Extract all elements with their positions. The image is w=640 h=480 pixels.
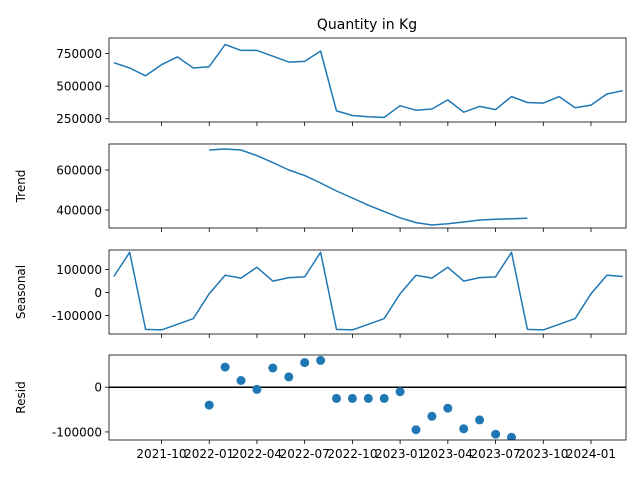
data-point	[459, 424, 469, 434]
data-point	[395, 387, 405, 397]
series-line	[113, 43, 623, 119]
data-point	[411, 425, 421, 435]
y-tick-label: 0	[94, 286, 102, 300]
y-tick-label: 600000	[56, 164, 102, 178]
panels: 250000 500000 750000 400000 600000 Trend 10000…	[14, 37, 627, 444]
y-tick-label: -100000	[52, 425, 102, 439]
y-tick-label: -100000	[52, 309, 102, 323]
y-axis-label: Resid	[14, 381, 28, 413]
panel-3: 100000 0 -100000 Seasonal	[14, 249, 627, 338]
x-tick-label: 2023-01	[375, 447, 425, 461]
data-point	[204, 400, 214, 410]
x-tick-label: 2023-07	[470, 447, 520, 461]
data-point	[363, 393, 373, 403]
x-axis-ticks: 2021-102022-012022-042022-072022-102023-…	[136, 447, 616, 461]
data-point	[507, 432, 516, 440]
data-point	[236, 376, 246, 385]
data-point	[316, 355, 326, 365]
y-tick-label: 750000	[56, 47, 102, 61]
y-tick-label: 100000	[56, 263, 102, 277]
x-tick-label: 2022-04	[232, 447, 282, 461]
series-line	[113, 251, 623, 331]
data-point	[220, 362, 230, 372]
y-tick-label: 400000	[56, 204, 102, 218]
data-point	[268, 363, 278, 373]
data-point	[443, 403, 453, 413]
axes-frame	[108, 143, 627, 229]
x-tick-label: 2023-04	[423, 447, 473, 461]
axes-frame	[108, 354, 627, 441]
data-point	[252, 384, 262, 394]
panel-2: 400000 600000 Trend	[14, 143, 627, 232]
y-tick-label: 250000	[56, 112, 102, 126]
y-tick-label: 500000	[56, 80, 102, 94]
x-tick-label: 2022-01	[184, 447, 234, 461]
data-point	[475, 415, 485, 425]
data-point	[300, 358, 310, 368]
y-tick-label: 0	[94, 381, 102, 395]
data-point	[332, 393, 341, 403]
data-point	[284, 372, 294, 382]
series-line	[209, 148, 528, 226]
data-point	[491, 429, 501, 439]
data-point	[427, 411, 437, 421]
data-point	[379, 393, 389, 403]
x-tick-label: 2022-10	[327, 447, 377, 461]
x-tick-label: 2021-10	[136, 447, 186, 461]
x-tick-label: 2024-01	[566, 447, 616, 461]
panel-4: 0 -100000 Resid	[14, 354, 627, 444]
x-tick-label: 2022-07	[280, 447, 330, 461]
data-point	[347, 393, 357, 403]
y-axis-label: Seasonal	[14, 265, 28, 319]
axes-frame	[108, 37, 627, 123]
x-tick-label: 2023-10	[518, 447, 568, 461]
figure-title: Quantity in Kg	[317, 17, 417, 33]
axes-frame	[108, 249, 627, 335]
panel-1: 250000 500000 750000	[56, 37, 627, 126]
y-axis-label: Trend	[14, 170, 28, 204]
